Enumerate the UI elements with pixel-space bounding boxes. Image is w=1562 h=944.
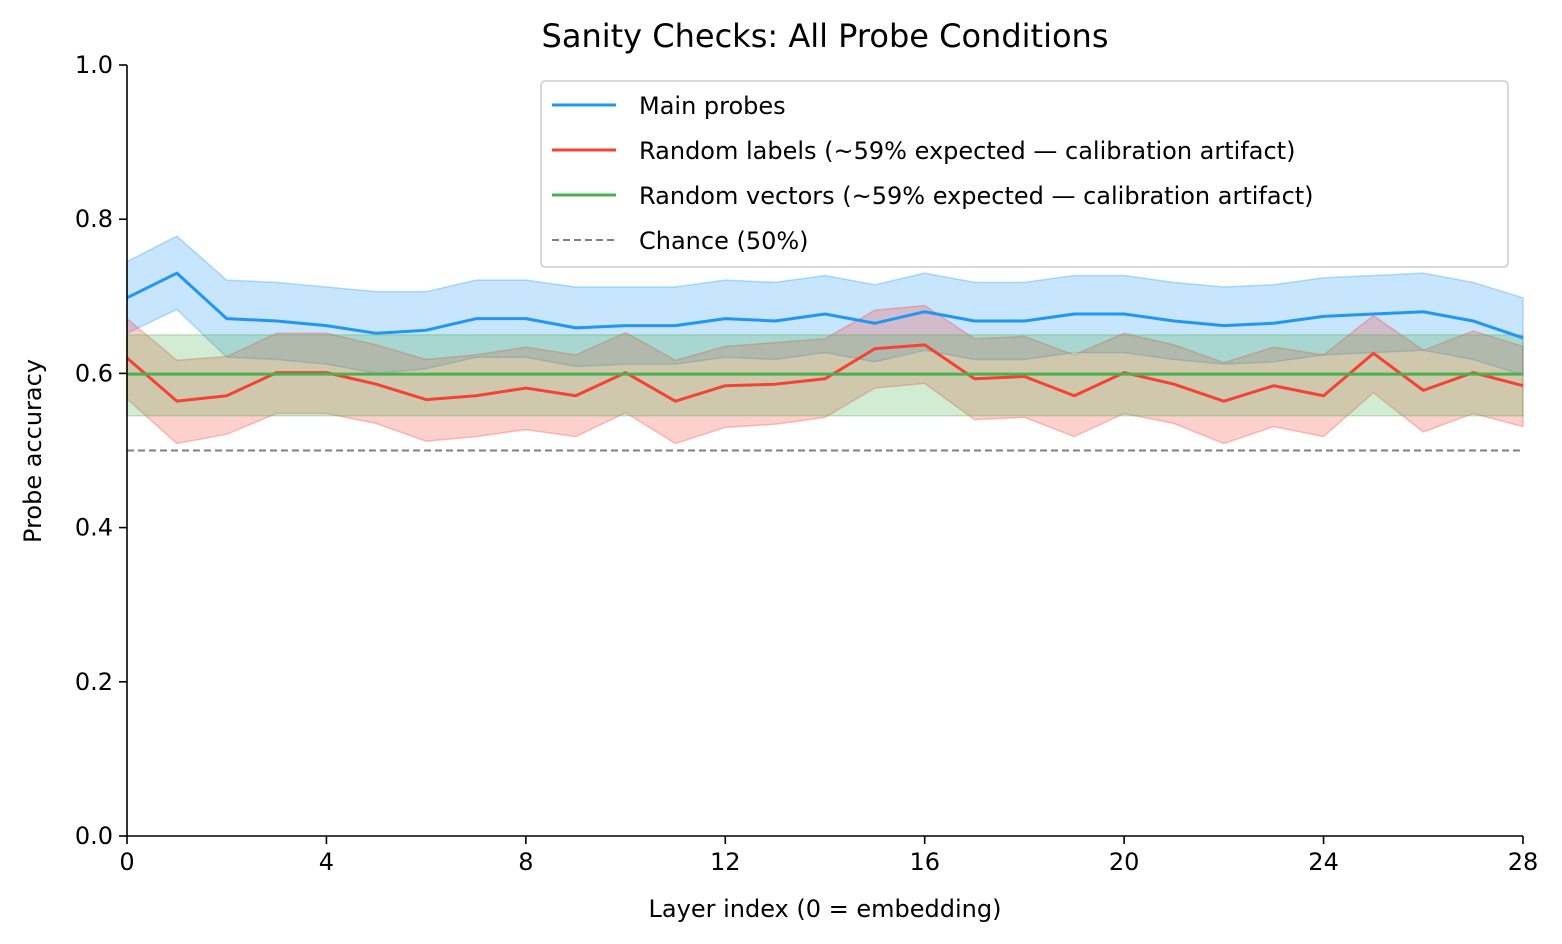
y-tick-label: 0.4 (75, 514, 113, 542)
line-main-probes (126, 271, 1524, 340)
y-ticks: 0.0 0.2 0.4 0.6 0.8 1.0 (75, 51, 127, 850)
y-tick-label: 0.2 (75, 668, 113, 696)
legend-label: Random vectors (~59% expected — calibrat… (639, 182, 1314, 210)
y-tick-label: 0.0 (75, 822, 113, 850)
axes (126, 65, 1523, 837)
x-tick-label: 28 (1508, 848, 1539, 876)
legend: Main probes Random labels (~59% expected … (540, 80, 1509, 268)
legend-label: Random labels (~59% expected — calibrati… (639, 137, 1295, 165)
x-tick-label: 24 (1308, 848, 1339, 876)
legend-label: Chance (50%) (639, 227, 809, 255)
x-tick-label: 4 (319, 848, 334, 876)
line-random-labels-59-expected-calibration-artifact (126, 343, 1524, 403)
x-axis-label: Layer index (0 = embedding) (649, 895, 1002, 923)
legend-label: Main probes (639, 92, 786, 120)
chart-title: Sanity Checks: All Probe Conditions (542, 17, 1109, 55)
x-tick-label: 8 (518, 848, 533, 876)
series-lines (126, 271, 1524, 452)
x-tick-label: 0 (119, 848, 134, 876)
y-axis-label: Probe accuracy (19, 359, 47, 543)
legend-box (540, 80, 1509, 268)
x-tick-label: 16 (909, 848, 940, 876)
y-tick-label: 1.0 (75, 51, 113, 79)
x-tick-label: 12 (710, 848, 741, 876)
y-tick-label: 0.8 (75, 205, 113, 233)
x-ticks: 0 4 8 12 16 20 24 28 (119, 836, 1538, 876)
x-tick-label: 20 (1109, 848, 1140, 876)
y-tick-label: 0.6 (75, 359, 113, 387)
